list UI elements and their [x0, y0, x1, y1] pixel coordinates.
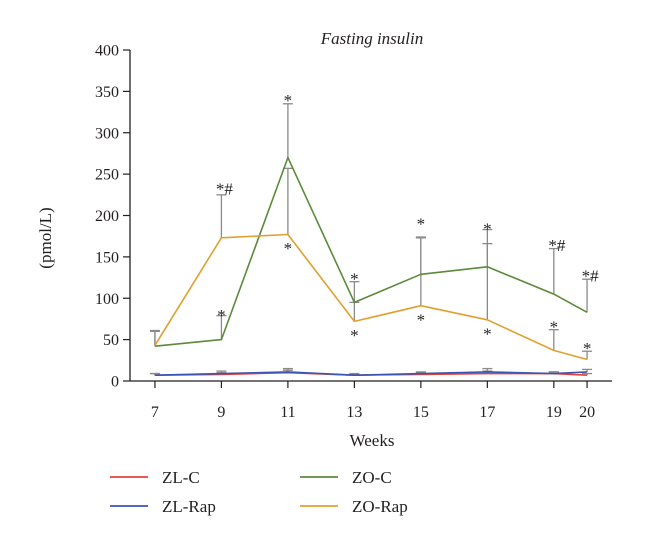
x-tick-label: 13 — [346, 404, 362, 421]
y-tick-label: 0 — [111, 374, 119, 391]
significance-marker: *# — [582, 266, 600, 285]
significance-marker: * — [284, 239, 293, 258]
x-tick-label: 17 — [479, 404, 495, 421]
x-tick-label: 15 — [413, 404, 429, 421]
significance-marker: * — [550, 318, 559, 337]
x-tick-label: 7 — [151, 404, 159, 421]
series-line-zo-rap — [154, 233, 588, 361]
chart-title: Fasting insulin — [320, 29, 423, 48]
significance-marker: * — [417, 310, 426, 329]
significance-marker: * — [217, 306, 226, 325]
y-tick-label: 100 — [95, 291, 119, 308]
axes — [129, 50, 612, 382]
series-line-zl-rap — [154, 371, 588, 377]
significance-marker: * — [417, 214, 426, 233]
y-tick-label: 50 — [103, 332, 119, 349]
y-tick-label: 250 — [95, 167, 119, 184]
y-tick-label: 200 — [95, 208, 119, 225]
y-axis-ticks: 0 50 100 150 200 250 300 350 400 — [95, 43, 130, 391]
significance-marker: * — [350, 270, 359, 289]
significance-annotations: *# * * * * * * * * * *# * *# * — [216, 91, 599, 358]
x-axis-label: Weeks — [350, 431, 395, 450]
significance-marker: * — [350, 326, 359, 345]
y-tick-label: 300 — [95, 125, 119, 142]
error-bars — [149, 103, 593, 376]
legend-label: ZL-Rap — [162, 497, 216, 516]
y-tick-label: 350 — [95, 84, 119, 101]
significance-marker: * — [583, 339, 592, 358]
legend-label: ZL-C — [162, 468, 200, 487]
legend-label: ZO-C — [352, 468, 392, 487]
x-tick-label: 9 — [217, 404, 225, 421]
significance-marker: *# — [548, 236, 566, 255]
significance-marker: * — [284, 91, 293, 110]
y-tick-label: 150 — [95, 249, 119, 266]
x-tick-label: 19 — [546, 404, 562, 421]
series-lines — [154, 156, 588, 377]
significance-marker: * — [483, 324, 492, 343]
y-tick-label: 400 — [95, 43, 119, 60]
x-axis-ticks: 7 9 11 13 15 17 19 20 — [151, 381, 595, 421]
series-line-zo-c — [154, 156, 588, 347]
y-axis-label: (pmol/L) — [36, 207, 55, 268]
legend-label: ZO-Rap — [352, 497, 408, 516]
x-tick-label: 20 — [579, 404, 595, 421]
legend: ZL-C ZO-C ZL-Rap ZO-Rap — [110, 468, 408, 516]
x-tick-label: 11 — [280, 404, 295, 421]
significance-marker: * — [483, 219, 492, 238]
significance-marker: *# — [216, 180, 234, 199]
